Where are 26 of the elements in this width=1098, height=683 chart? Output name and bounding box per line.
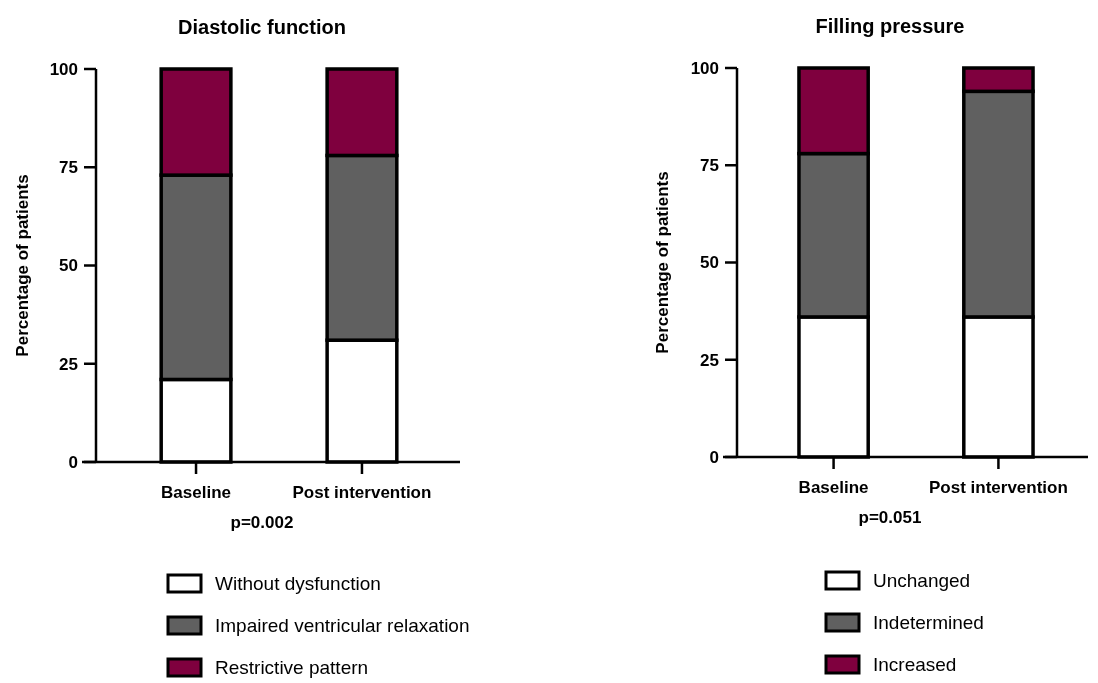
legend-label: Unchanged xyxy=(873,569,971,591)
y-tick-label: 25 xyxy=(700,350,719,370)
legend-label: Without dysfunction xyxy=(215,572,381,594)
legend-label: Restrictive pattern xyxy=(215,656,369,678)
y-axis-title: Percentage of patients xyxy=(13,174,32,357)
y-tick-label: 0 xyxy=(709,447,719,467)
legend-label: Impaired ventricular relaxation xyxy=(215,614,470,636)
y-axis-title: Percentage of patients xyxy=(653,171,672,354)
text: p=0.002 xyxy=(230,513,294,532)
y-tick-label: 0 xyxy=(68,452,78,472)
x-tick-label: Post intervention xyxy=(928,478,1068,497)
y-tick-label: 50 xyxy=(59,256,78,276)
legend-label: Increased xyxy=(873,653,957,675)
y-tick-label: 100 xyxy=(49,59,78,79)
x-tick-label: Baseline xyxy=(161,483,231,502)
chart-title: Diastolic function xyxy=(178,16,346,38)
y-tick-label: 50 xyxy=(700,253,719,273)
text: p=0.051 xyxy=(858,508,922,527)
x-tick-label: Post intervention xyxy=(292,483,432,502)
y-tick-label: 25 xyxy=(59,354,78,374)
y-tick-label: 100 xyxy=(690,58,719,78)
chart-title: Filling pressure xyxy=(815,15,965,37)
y-tick-label: 75 xyxy=(59,158,78,178)
y-tick-label: 75 xyxy=(700,156,719,176)
x-tick-label: Baseline xyxy=(798,478,869,497)
legend-label: Indetermined xyxy=(873,611,984,633)
